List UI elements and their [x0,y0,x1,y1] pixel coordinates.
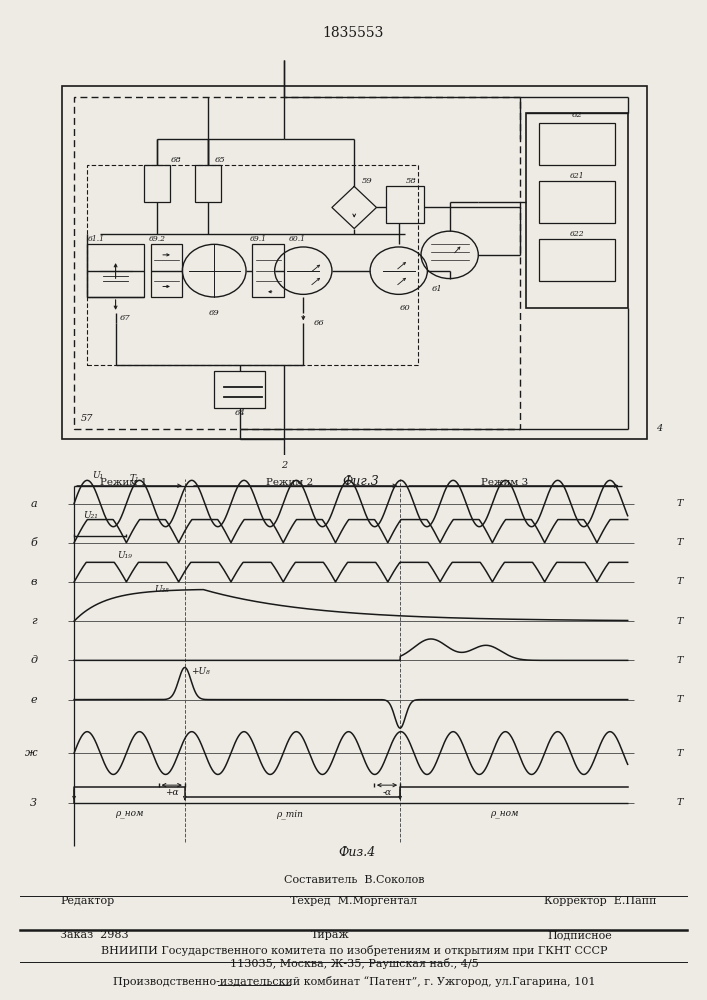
Bar [195,165,221,202]
Text: 4: 4 [657,424,662,433]
Text: 622: 622 [570,230,584,238]
Text: T: T [677,577,684,586]
Text: Физ.4: Физ.4 [339,846,375,859]
Text: Редактор: Редактор [60,896,115,906]
Text: 621: 621 [570,172,584,180]
Text: в: в [30,577,37,587]
Text: +α: +α [165,788,179,797]
Text: д: д [30,655,37,665]
Text: 69: 69 [209,309,220,317]
Text: е: е [30,695,37,705]
Text: -α: -α [382,788,392,797]
Text: Техред  М.Моргентал: Техред М.Моргентал [291,896,418,906]
Text: 58: 58 [406,177,417,185]
Bar [87,244,144,297]
Text: Составитель  В.Соколов: Составитель В.Соколов [284,875,424,885]
Text: 61.1: 61.1 [88,235,105,243]
Text: 65: 65 [215,156,226,164]
Text: T: T [677,499,684,508]
Text: U₁: U₁ [93,471,104,480]
Text: 59: 59 [361,177,373,185]
Text: 68: 68 [170,156,182,164]
Text: ρ_ном: ρ_ном [115,809,144,818]
Text: 69.1: 69.1 [250,235,267,243]
Text: T: T [677,617,684,626]
Text: +U₈: +U₈ [191,667,210,676]
Text: T: T [677,749,684,758]
Text: 64: 64 [234,409,245,417]
Text: T: T [677,538,684,547]
Bar [252,244,284,297]
Text: ж: ж [25,748,37,758]
Text: 66: 66 [314,319,325,327]
Text: Режим 1: Режим 1 [100,478,147,487]
Text: ρ_ном: ρ_ном [491,809,519,818]
Text: Производственно-издательский комбинат “Патент”, г. Ужгород, ул.Гагарина, 101: Производственно-издательский комбинат “П… [112,976,595,987]
Bar [74,97,520,429]
Text: а: а [30,499,37,509]
Text: 1835553: 1835553 [323,26,384,40]
Text: Корректор  Е.Папп: Корректор Е.Папп [544,896,656,906]
Text: T: T [677,695,684,704]
Bar [539,123,615,165]
Bar [386,186,424,223]
Text: T: T [677,798,684,807]
Text: 57: 57 [81,414,93,423]
Text: ВНИИПИ Государственного комитета по изобретениям и открытиям при ГКНТ СССР: ВНИИПИ Государственного комитета по изоб… [101,945,607,956]
Text: 62: 62 [571,111,583,119]
Text: Фиг.3: Фиг.3 [342,475,379,488]
Text: 61: 61 [431,285,443,293]
Text: б: б [30,538,37,548]
Bar [539,181,615,223]
Bar [526,113,628,308]
Text: Режим 2: Режим 2 [266,478,313,487]
Bar [539,239,615,281]
Text: U₂₁: U₂₁ [83,511,98,520]
Text: U₁₉: U₁₉ [117,551,132,560]
Text: ρ_min: ρ_min [276,809,303,819]
Text: 69.2: 69.2 [148,235,165,243]
Text: T₁: T₁ [129,474,139,483]
Text: 113035, Москва, Ж-35, Раушская наб., 4/5: 113035, Москва, Ж-35, Раушская наб., 4/5 [230,958,479,969]
Text: Подписное: Подписное [548,930,612,940]
Text: г: г [32,616,37,626]
Text: 67: 67 [119,314,131,322]
Text: U₃₅: U₃₅ [154,585,169,594]
Text: Тираж: Тираж [310,930,349,940]
Text: Заказ  2983: Заказ 2983 [60,930,129,940]
Text: Режим 3: Режим 3 [481,478,528,487]
Text: T: T [677,656,684,665]
Bar [87,165,418,365]
Bar [62,86,647,439]
Bar [214,371,265,408]
Bar [151,244,182,297]
Text: 60.1: 60.1 [288,235,305,243]
Bar [144,165,170,202]
Text: 2: 2 [281,461,287,470]
Text: 3: 3 [30,798,37,808]
Text: 60: 60 [399,304,411,312]
